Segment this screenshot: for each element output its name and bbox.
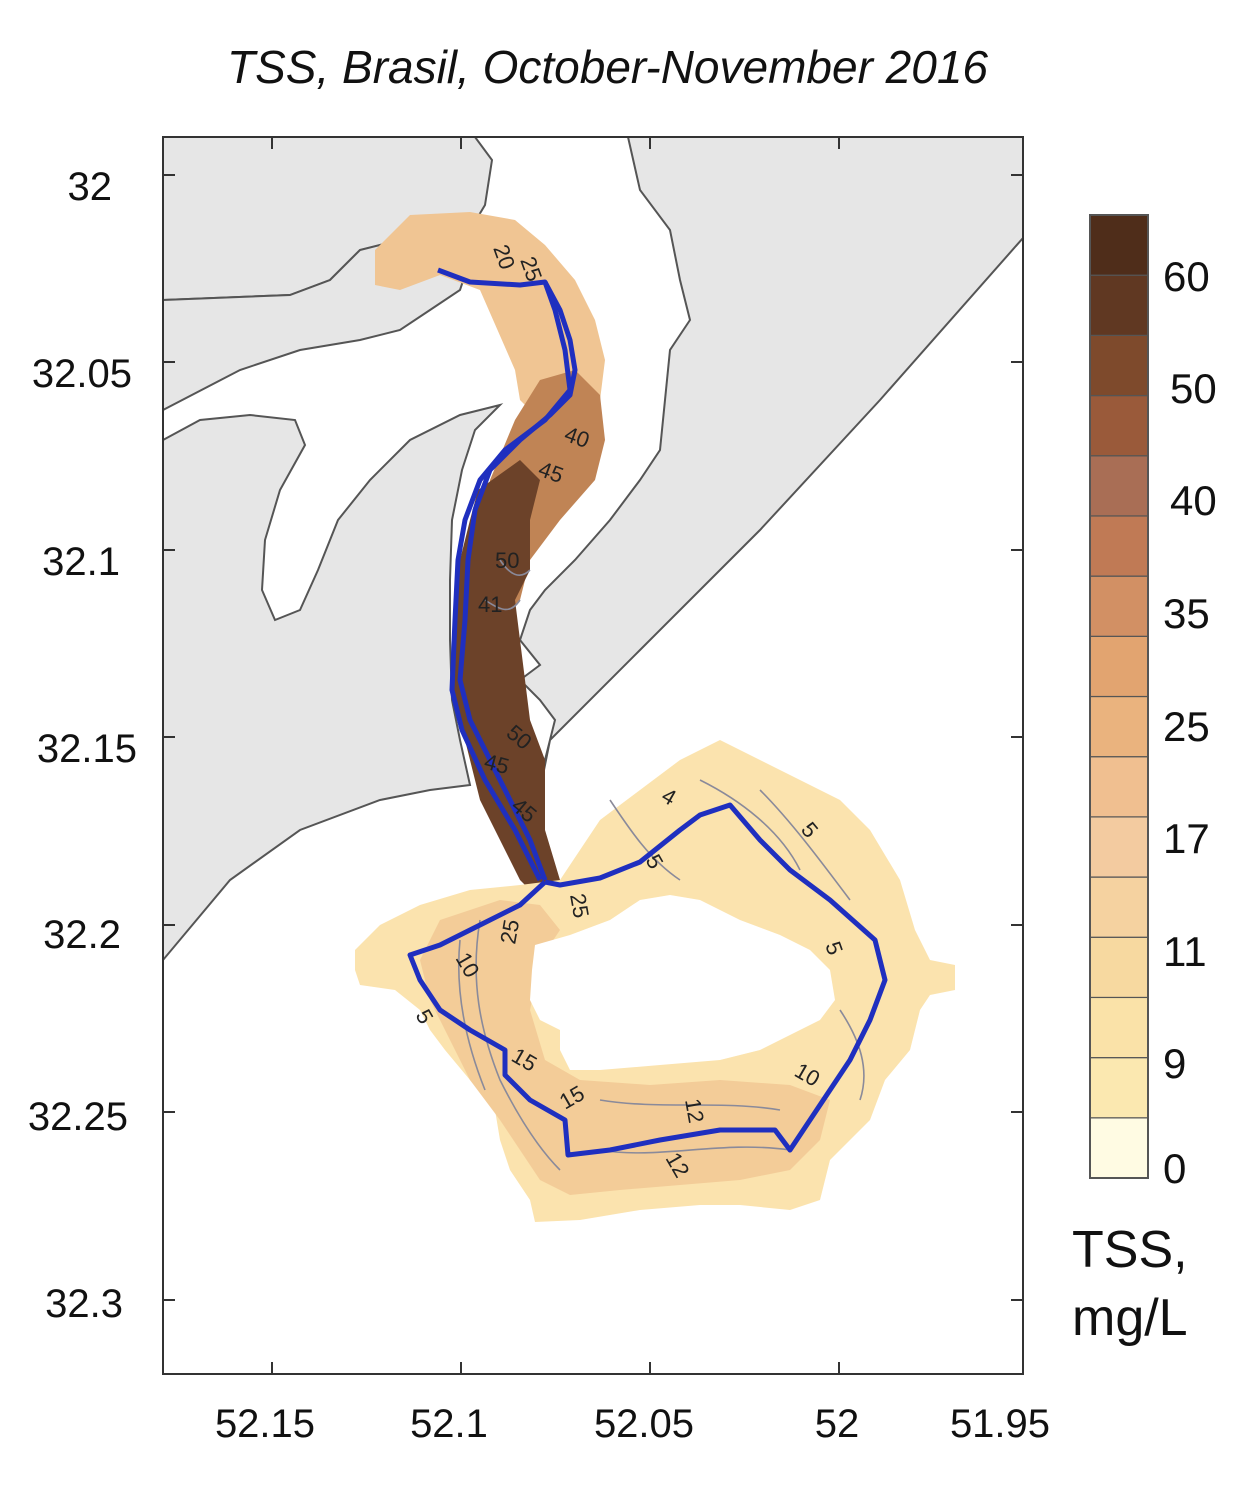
colorbar-label: 25 <box>1163 703 1210 750</box>
y-tick-label: 32.2 <box>43 913 121 957</box>
colorbar-swatch <box>1089 695 1149 758</box>
contour-label: 50 <box>495 548 519 573</box>
colorbar-swatch <box>1089 996 1149 1059</box>
colorbar-label: 9 <box>1163 1040 1187 1087</box>
land-east-main <box>518 137 1023 801</box>
contour-label: 25 <box>495 917 524 945</box>
map-frame <box>162 136 1024 1375</box>
tss-field-layer <box>355 212 955 1222</box>
contour-label: 25 <box>565 892 594 920</box>
track-upper-return[interactable] <box>449 281 573 882</box>
contour-label: 12 <box>680 1097 709 1125</box>
colorbar-swatch <box>1089 1117 1149 1179</box>
y-tick-label: 32.05 <box>31 352 132 396</box>
colorbar-swatch <box>1089 876 1149 938</box>
contour-lines <box>457 559 865 1171</box>
colorbar-swatch <box>1089 575 1149 637</box>
land-west-lower <box>163 403 504 962</box>
y-tick-label: 32.25 <box>27 1095 128 1139</box>
colorbar-swatch <box>1089 635 1149 698</box>
tss-channel-dark <box>452 460 560 900</box>
colorbar-swatch <box>1089 936 1149 999</box>
colorbar-swatch <box>1089 214 1149 276</box>
colorbar-swatch <box>1089 394 1149 457</box>
colorbar-swatch <box>1089 1057 1149 1119</box>
tss-channel-upper <box>375 212 605 420</box>
contour-label: 41 <box>478 592 502 617</box>
colorbar-label: 40 <box>1170 477 1217 524</box>
colorbar-unit-line1: TSS, <box>1072 1221 1188 1279</box>
colorbar-unit-line2: mg/L <box>1072 1289 1188 1347</box>
colorbar-swatch <box>1089 455 1149 517</box>
ship-track[interactable] <box>407 267 888 1158</box>
colorbar-frame <box>1089 214 1149 1179</box>
x-tick-label: 52.1 <box>410 1402 488 1446</box>
y-tick-label: 32.3 <box>45 1282 123 1326</box>
y-tick-label: 32.15 <box>36 727 137 771</box>
tss-plume-hole <box>530 895 835 1070</box>
y-tick-label: 32.1 <box>42 540 120 584</box>
colorbar-label: 0 <box>1163 1145 1187 1192</box>
x-tick-label: 51.95 <box>949 1402 1051 1446</box>
colorbar-swatch <box>1089 274 1149 336</box>
colorbar <box>1089 214 1149 1179</box>
colorbar-label: 11 <box>1163 928 1207 975</box>
track-loop[interactable] <box>407 802 888 1158</box>
chart-title: TSS, Brasil, October-November 2016 <box>226 41 989 93</box>
x-tick-label: 52 <box>814 1402 860 1446</box>
colorbar-swatch <box>1089 334 1149 397</box>
colorbar-label: 35 <box>1163 590 1210 637</box>
colorbar-label: 50 <box>1170 365 1217 412</box>
colorbar-swatch <box>1089 515 1149 577</box>
x-tick-label: 52.05 <box>593 1402 695 1446</box>
colorbar-label: 60 <box>1163 253 1210 300</box>
land-west-main <box>163 345 520 620</box>
colorbar-swatch <box>1089 816 1149 878</box>
colorbar-label: 17 <box>1163 815 1210 862</box>
tick-marks <box>163 137 1024 1374</box>
x-tick-label: 52.15 <box>214 1402 316 1446</box>
colorbar-swatch <box>1089 756 1149 818</box>
y-tick-label: 32 <box>67 165 113 209</box>
